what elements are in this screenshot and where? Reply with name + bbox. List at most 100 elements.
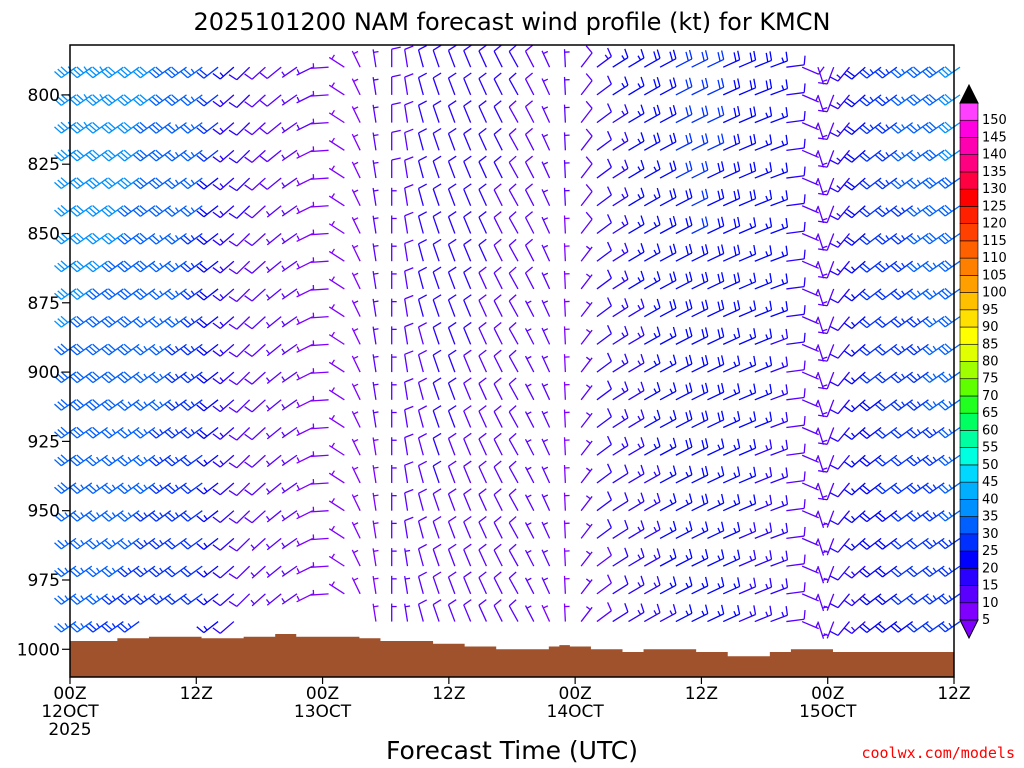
- barb-flag: [672, 49, 677, 59]
- barb-shaft: [851, 454, 866, 468]
- barb-flag: [57, 595, 66, 603]
- wind-barb: [859, 149, 882, 162]
- barb-flag: [199, 291, 208, 299]
- wind-barb: [391, 243, 397, 262]
- barb-flag: [843, 572, 853, 579]
- wind-barb: [722, 521, 741, 539]
- barb-flag: [909, 68, 918, 76]
- barb-flag: [624, 48, 629, 58]
- wind-barb: [265, 593, 282, 606]
- barb-flag: [829, 575, 839, 581]
- barb-shaft: [675, 529, 693, 539]
- barb-flag: [73, 484, 81, 492]
- wind-barb: [133, 482, 156, 495]
- barb-flag: [123, 66, 132, 74]
- wind-barb: [148, 66, 172, 79]
- wind-barb: [801, 232, 819, 242]
- barb-flag: [737, 106, 741, 116]
- barb-flag: [196, 238, 205, 246]
- wind-barb: [508, 543, 519, 567]
- wind-barb: [786, 582, 806, 595]
- y-tick-label: 825: [28, 155, 60, 175]
- barb-half-flag: [281, 542, 286, 548]
- wind-barb: [817, 565, 828, 584]
- barb-shaft: [463, 521, 472, 539]
- barb-half-flag: [815, 400, 819, 406]
- colorbar-label: 45: [982, 475, 999, 490]
- wind-barb: [447, 543, 457, 567]
- barb-shaft: [251, 343, 266, 357]
- barb-flag: [640, 104, 645, 114]
- wind-barb: [69, 371, 93, 384]
- barb-half-flag: [265, 599, 271, 604]
- barb-flag: [54, 431, 62, 439]
- barb-flag: [656, 520, 661, 530]
- wind-barb: [417, 183, 428, 206]
- wind-barb: [404, 488, 414, 511]
- barb-flag: [212, 267, 221, 274]
- barb-flag: [785, 245, 789, 255]
- wind-barb: [817, 316, 828, 334]
- barb-flag: [244, 322, 253, 330]
- barb-flag: [92, 260, 100, 268]
- barb-shaft: [236, 454, 251, 469]
- barb-flag: [228, 434, 238, 441]
- barb-flag: [769, 300, 773, 311]
- barb-shaft: [707, 58, 724, 68]
- barb-flag: [152, 207, 160, 215]
- barb-flag: [152, 318, 160, 326]
- colorbar-label: 30: [982, 527, 999, 542]
- barb-flag: [120, 373, 129, 381]
- barb-flag: [133, 486, 141, 495]
- barb-flag: [117, 487, 126, 495]
- barb-shaft: [417, 465, 424, 484]
- barb-flag: [493, 488, 502, 496]
- barb-shaft: [155, 482, 172, 495]
- barb-half-flag: [669, 527, 673, 533]
- wind-barb: [212, 371, 235, 385]
- wind-barb: [859, 399, 882, 412]
- wind-barb: [770, 217, 789, 235]
- barb-flag: [432, 44, 442, 51]
- barb-half-flag: [637, 110, 642, 116]
- wind-barb: [675, 521, 693, 539]
- barb-flag: [685, 273, 689, 283]
- barb-shaft: [707, 114, 724, 124]
- wind-barb: [843, 537, 866, 551]
- barb-flag: [721, 410, 725, 420]
- barb-flag: [937, 264, 946, 272]
- barb-half-flag: [405, 605, 411, 608]
- wind-barb: [463, 155, 472, 179]
- wind-barb: [228, 537, 251, 552]
- barb-shaft: [643, 57, 661, 68]
- wind-barb: [101, 537, 124, 550]
- barb-half-flag: [543, 549, 549, 554]
- barb-flag: [753, 106, 757, 116]
- barb-shaft: [817, 538, 825, 556]
- barb-half-flag: [331, 193, 335, 198]
- wind-barb: [754, 300, 773, 318]
- barb-shaft: [897, 177, 914, 190]
- wind-barb: [843, 482, 866, 496]
- barb-flag: [769, 273, 773, 283]
- barb-flag: [76, 149, 85, 157]
- barb-shaft: [155, 288, 172, 301]
- barb-flag: [244, 184, 253, 191]
- barb-shaft: [659, 224, 677, 235]
- barb-flag: [88, 484, 97, 492]
- barb-flag: [688, 548, 693, 559]
- barb-flag: [54, 542, 62, 550]
- wind-barb: [890, 565, 914, 578]
- wind-barb: [391, 298, 397, 317]
- barb-flag: [54, 265, 62, 273]
- barb-flag: [508, 432, 517, 440]
- barb-flag: [463, 238, 472, 246]
- barb-flag: [57, 318, 66, 326]
- barb-half-flag: [815, 151, 819, 157]
- barb-flag: [859, 376, 868, 384]
- barb-shaft: [432, 604, 440, 622]
- barb-flag: [733, 218, 737, 228]
- barb-shaft: [92, 66, 108, 79]
- barb-flag: [104, 207, 113, 215]
- wind-barb: [675, 493, 693, 512]
